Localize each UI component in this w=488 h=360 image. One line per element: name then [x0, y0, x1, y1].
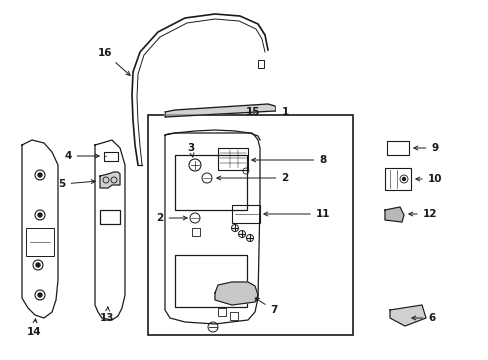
Text: 1: 1 [281, 107, 288, 117]
Text: 8: 8 [251, 155, 326, 165]
Polygon shape [215, 282, 258, 305]
Polygon shape [164, 104, 274, 117]
Text: 11: 11 [264, 209, 329, 219]
Bar [218, 148, 247, 170]
Text: 3: 3 [187, 143, 194, 157]
Bar [386, 141, 408, 155]
Bar [104, 152, 118, 161]
Circle shape [38, 173, 42, 177]
Text: 14: 14 [27, 319, 41, 337]
Text: 12: 12 [408, 209, 436, 219]
Bar [258, 60, 264, 68]
Polygon shape [389, 305, 425, 326]
Text: 15: 15 [245, 107, 260, 117]
Text: 2: 2 [216, 173, 288, 183]
Text: 16: 16 [98, 48, 130, 76]
Bar [26, 228, 54, 256]
Text: 13: 13 [100, 307, 114, 323]
Text: 7: 7 [255, 298, 277, 315]
Text: 2: 2 [156, 213, 187, 223]
Bar [100, 210, 120, 224]
Circle shape [402, 177, 405, 180]
Text: 9: 9 [413, 143, 438, 153]
Bar [192, 228, 200, 236]
Text: 5: 5 [58, 179, 95, 189]
Bar [218, 308, 225, 316]
Bar [148, 115, 352, 335]
Circle shape [38, 293, 42, 297]
Bar [175, 255, 246, 307]
Polygon shape [384, 207, 403, 222]
Polygon shape [100, 172, 120, 188]
Bar [231, 205, 260, 223]
Circle shape [36, 263, 40, 267]
Circle shape [38, 213, 42, 217]
Text: 6: 6 [411, 313, 435, 323]
Bar [384, 168, 410, 190]
Text: 10: 10 [415, 174, 441, 184]
Bar [175, 155, 246, 210]
Text: 4: 4 [64, 151, 99, 161]
Bar [229, 312, 238, 320]
